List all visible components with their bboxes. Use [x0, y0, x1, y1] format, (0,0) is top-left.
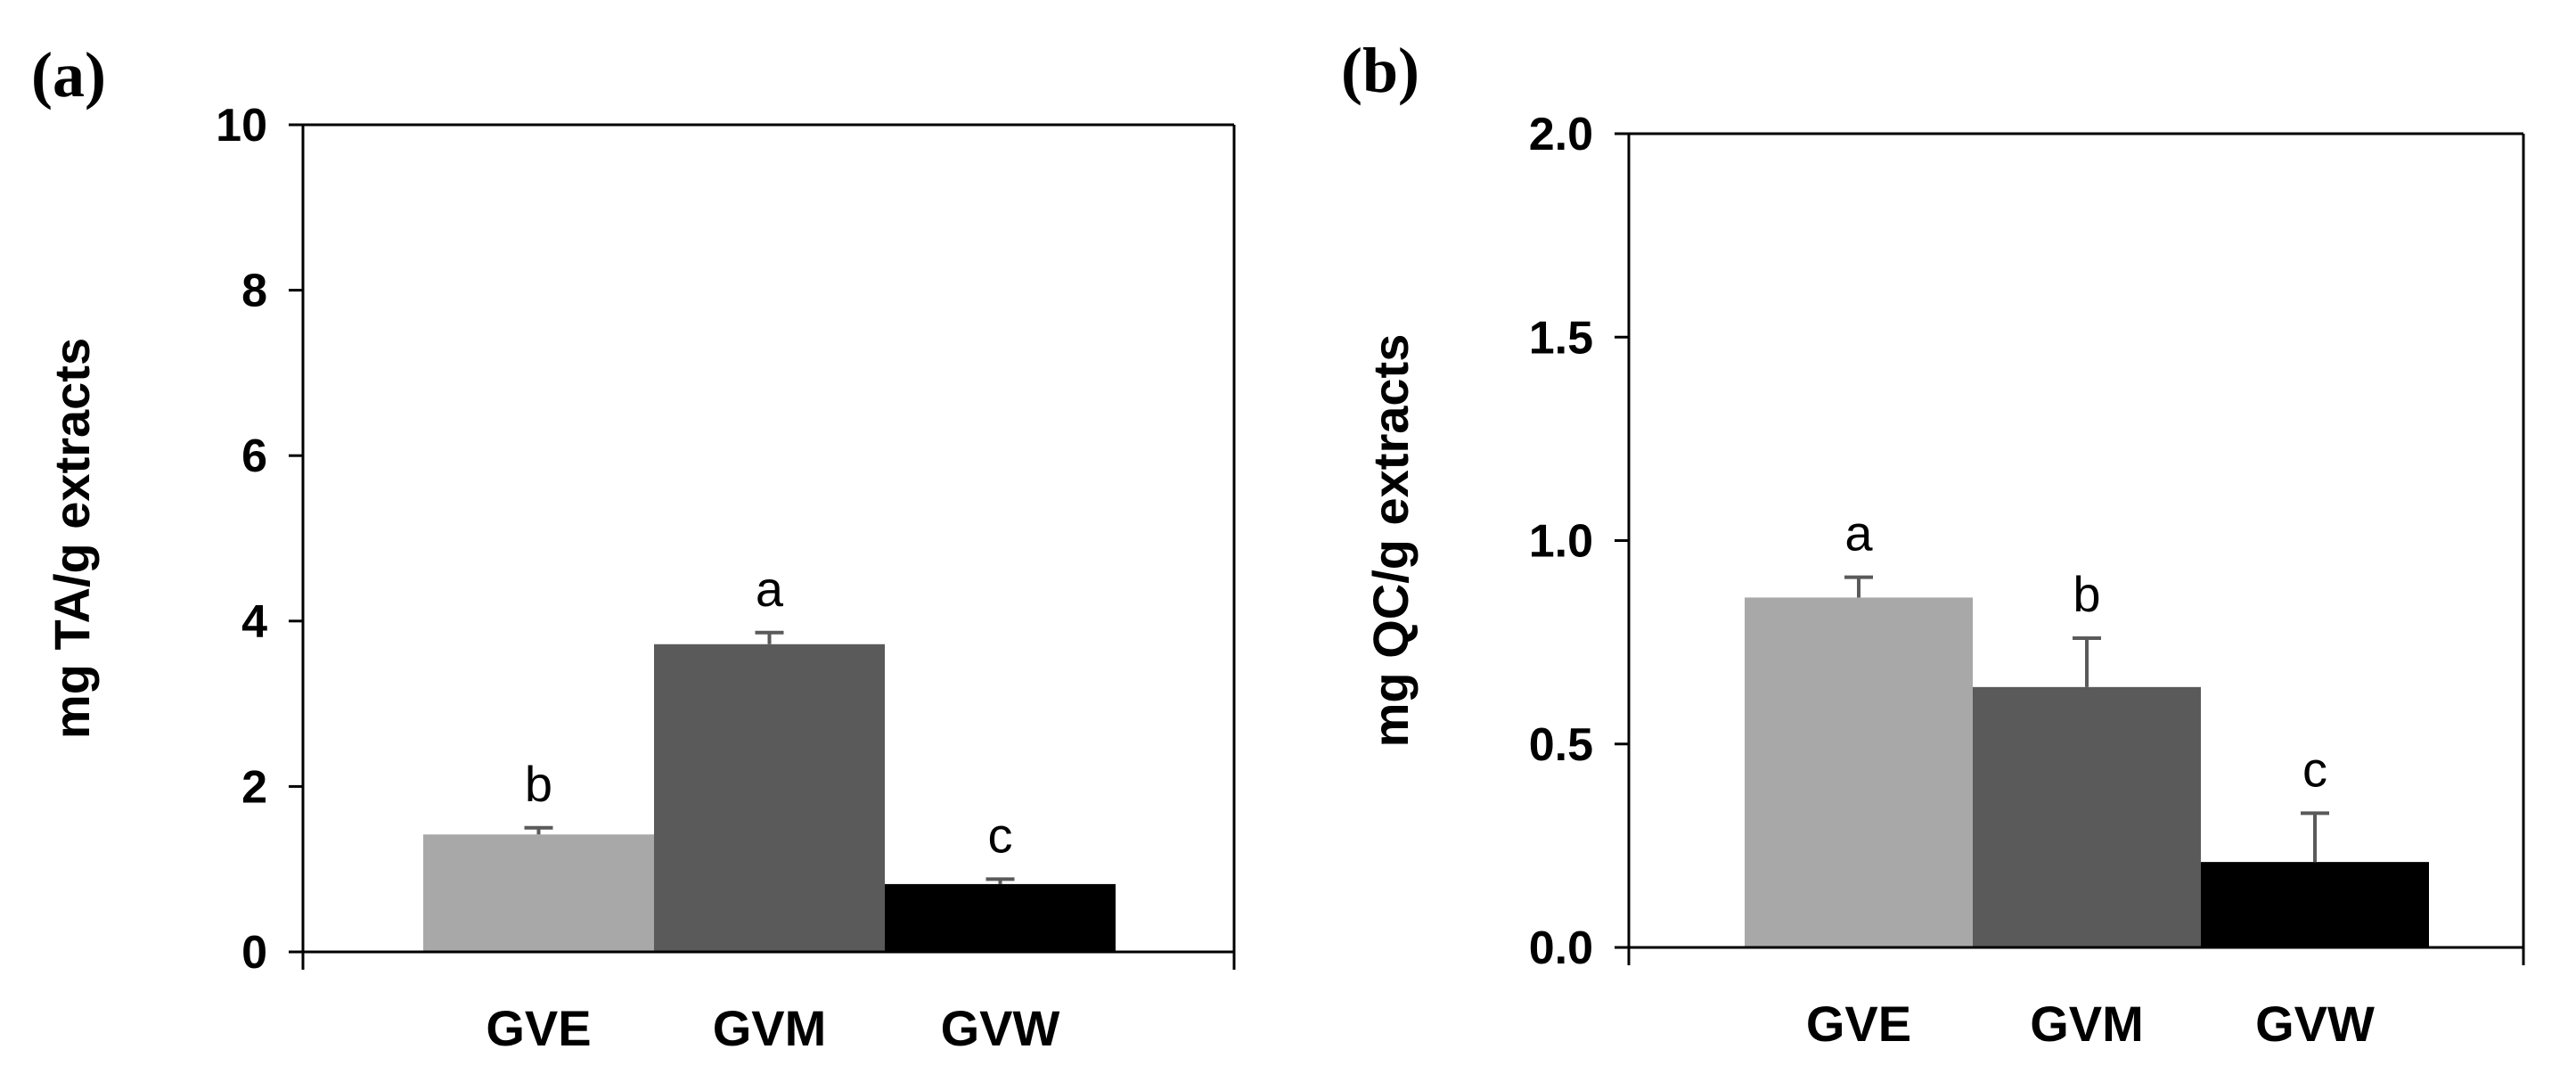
y-tick-label: 6 [241, 430, 267, 482]
bar [885, 883, 1116, 952]
y-tick-label: 0.5 [1529, 719, 1593, 771]
significance-label: c [2302, 741, 2327, 797]
category-label: GVW [2255, 996, 2375, 1052]
panel-b: (b) a GVE b GVM c GVW 0.0 0.5 1.0 1.5 2.0 mg QC/g ex… [1341, 35, 2525, 1052]
y-axis-title: mg TA/g extracts [44, 338, 100, 739]
bar [654, 644, 885, 952]
y-tick-label: 1.0 [1529, 516, 1593, 568]
bar [423, 834, 654, 952]
significance-label: a [1844, 505, 1873, 562]
y-tick-label: 1.5 [1529, 312, 1593, 364]
y-tick-label: 2 [241, 761, 267, 813]
y-tick-label: 8 [241, 266, 267, 317]
y-tick-label: 0 [241, 927, 267, 979]
panel-label: (b) [1341, 35, 1419, 106]
y-tick-label: 4 [241, 596, 267, 648]
panel-label: (a) [31, 39, 106, 111]
y-tick-label: 2.0 [1529, 109, 1593, 160]
panel-a: (a) b GVE a GVM c GVW 0 2 4 6 8 10 mg TA/g extracts [31, 39, 1236, 1056]
bar [1745, 597, 1973, 947]
y-axis-title: mg QC/g extracts [1362, 334, 1419, 748]
y-tick-label: 0.0 [1529, 922, 1593, 974]
significance-label: b [525, 756, 552, 812]
category-label: GVM [2030, 996, 2144, 1052]
category-label: GVE [1806, 996, 1911, 1052]
significance-label: a [756, 561, 784, 617]
significance-label: b [2073, 566, 2100, 622]
category-label: GVM [713, 1000, 827, 1056]
category-label: GVW [941, 1000, 1060, 1056]
significance-label: c [988, 807, 1013, 863]
bar [2201, 862, 2429, 947]
y-tick-label: 10 [216, 100, 267, 152]
category-label: GVE [486, 1000, 591, 1056]
bar [1973, 686, 2201, 947]
